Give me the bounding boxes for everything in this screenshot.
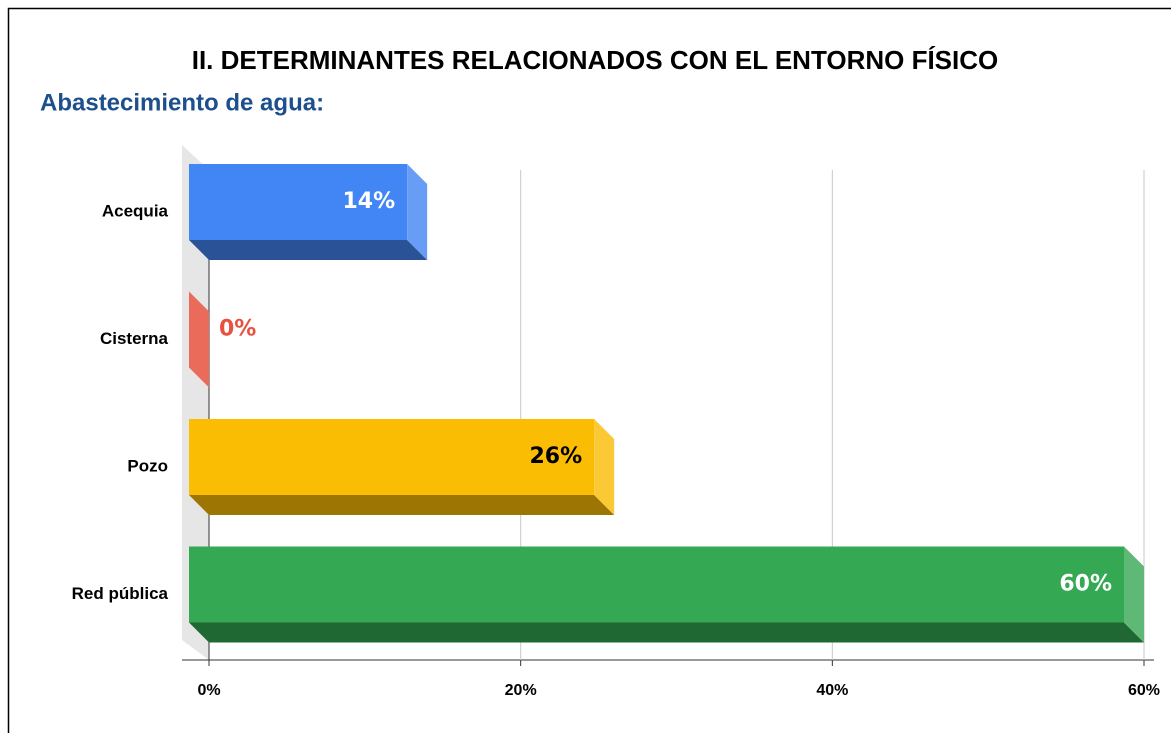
- y-tick-label: Red pública: [72, 584, 169, 603]
- chart-subtitle: Abastecimiento de agua:: [40, 89, 324, 116]
- bar-side: [407, 164, 428, 260]
- x-tick-label: 0%: [197, 682, 220, 699]
- bar-side: [189, 291, 209, 388]
- bar: [189, 546, 1124, 623]
- bar-bottom: [189, 495, 615, 515]
- x-tick-label: 40%: [816, 682, 848, 699]
- y-tick-label: Acequia: [102, 201, 169, 220]
- x-tick-label: 20%: [505, 682, 537, 699]
- bar-side: [594, 419, 615, 515]
- value-label: 26%: [529, 444, 582, 469]
- x-tick-label: 60%: [1128, 682, 1160, 699]
- y-tick-label: Cisterna: [100, 329, 169, 348]
- value-label: 0%: [219, 317, 256, 342]
- bar: [189, 164, 408, 240]
- frame: [7, 7, 1171, 733]
- bar: [189, 419, 595, 495]
- left-wall: [182, 145, 209, 660]
- bar-side: [1124, 546, 1144, 643]
- value-label: 60%: [1059, 572, 1112, 597]
- bar-bottom: [189, 622, 1144, 643]
- chart-title: II. DETERMINANTES RELACIONADOS CON EL EN…: [192, 45, 999, 75]
- bar-bottom: [189, 240, 428, 260]
- y-tick-label: Pozo: [127, 456, 168, 475]
- value-label: 14%: [342, 189, 395, 214]
